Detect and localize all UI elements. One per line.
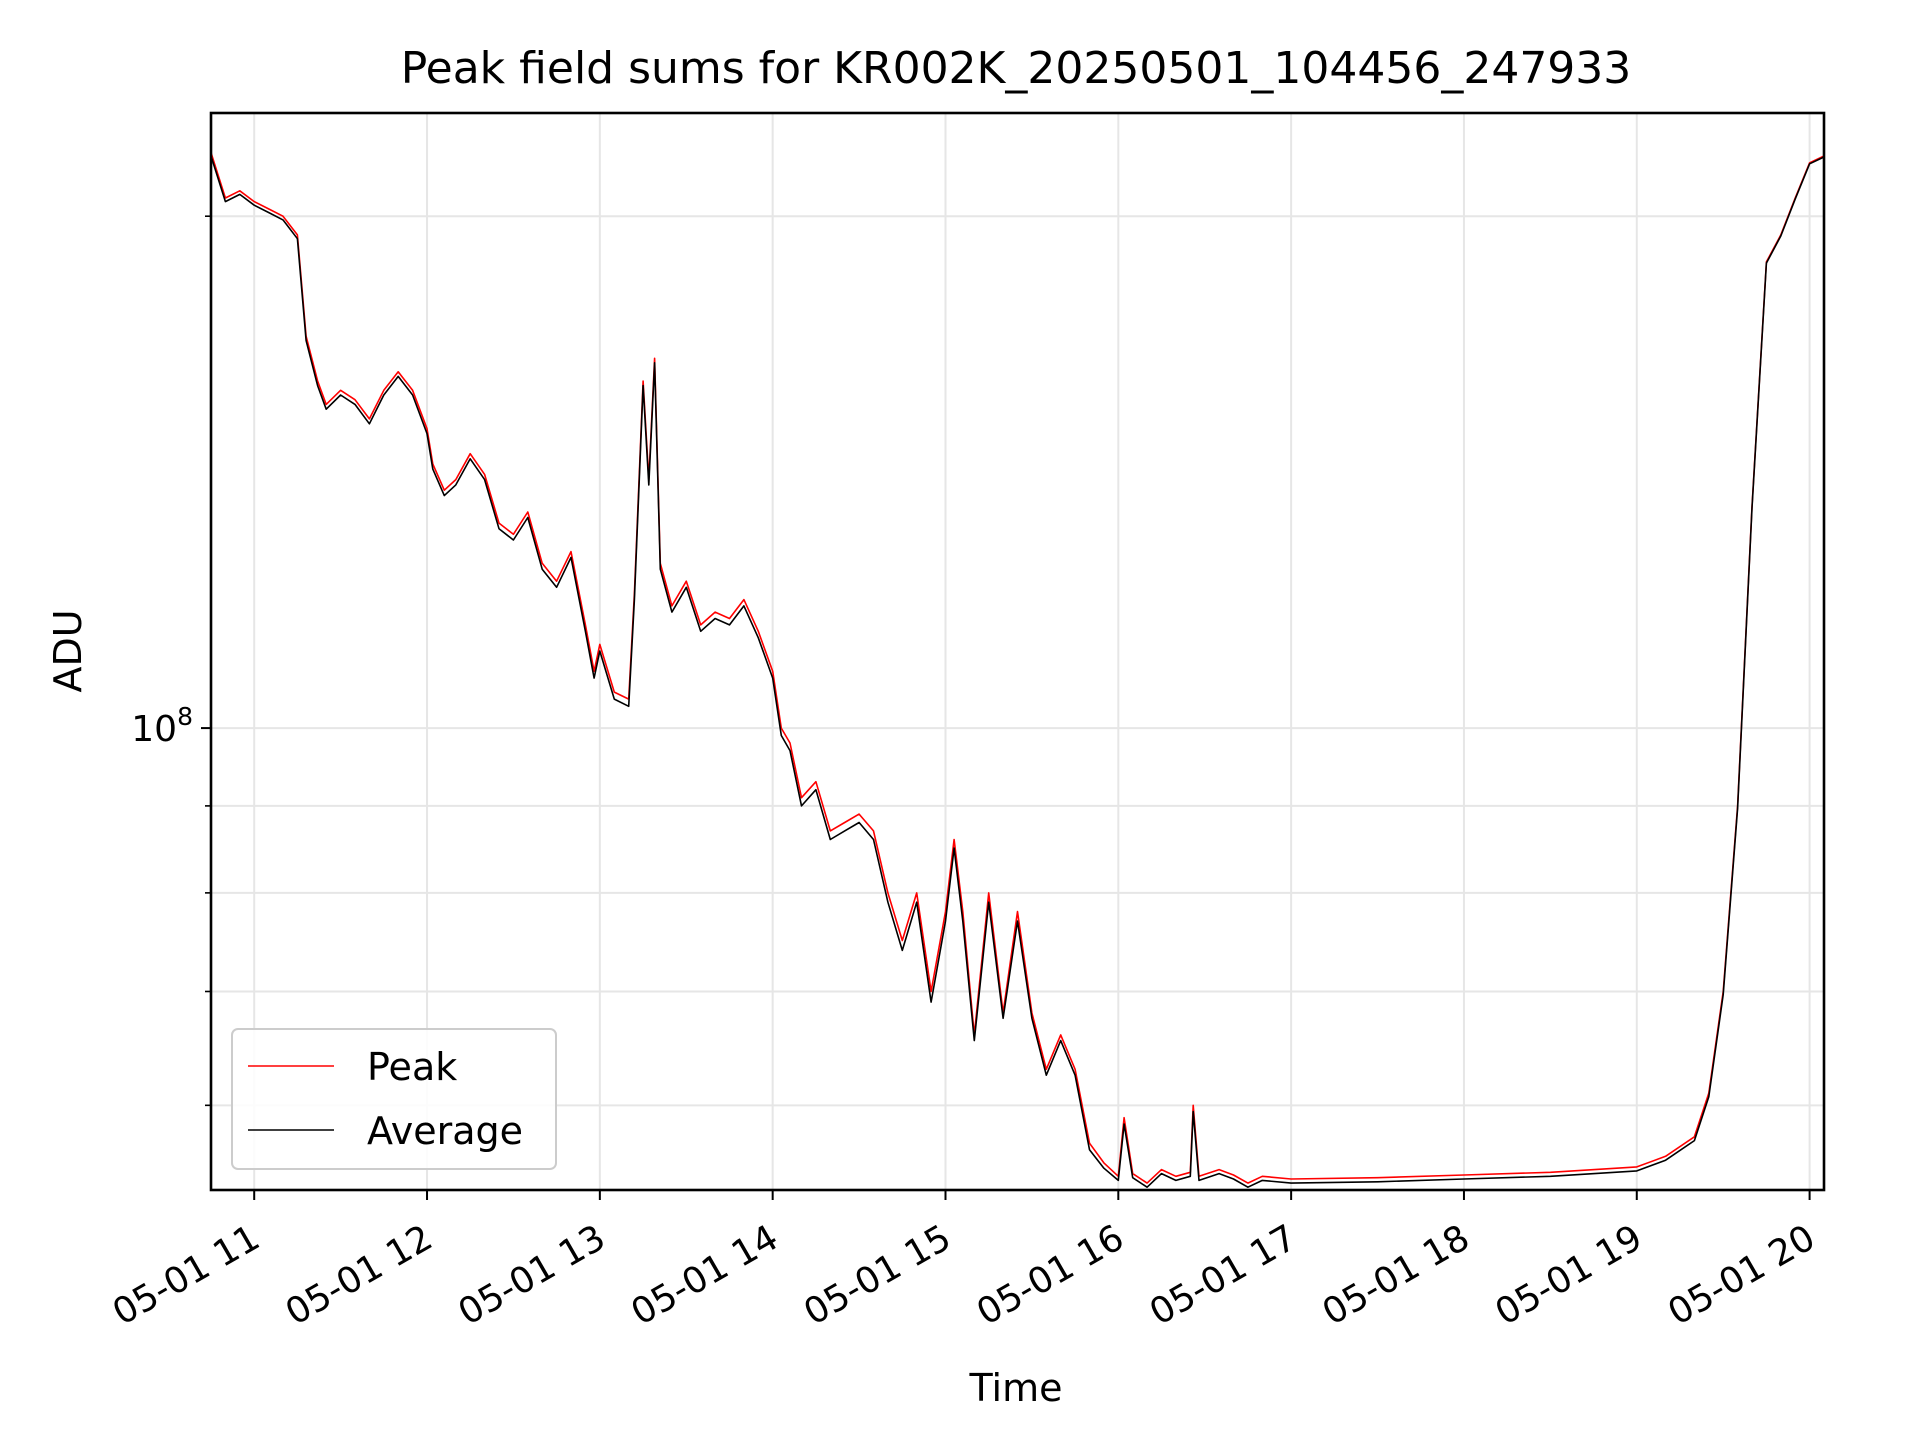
legend-peak-label: Peak bbox=[367, 1045, 457, 1089]
chart-title: Peak field sums for KR002K_20250501_1044… bbox=[401, 43, 1632, 94]
x-axis-label: Time bbox=[969, 1366, 1063, 1410]
y-axis: 108 bbox=[131, 215, 211, 1107]
y-tick-label: 108 bbox=[131, 702, 193, 750]
y-axis-label: ADU bbox=[46, 609, 90, 692]
grid-layer bbox=[211, 113, 1824, 1190]
legend-box bbox=[231, 1028, 557, 1170]
series-line-average bbox=[210, 155, 1825, 1188]
plot-area bbox=[209, 111, 1826, 1192]
legend-average-label: Average bbox=[367, 1109, 523, 1153]
series-layer bbox=[210, 152, 1825, 1188]
series-line-peak bbox=[210, 152, 1825, 1184]
legend: Peak Average bbox=[231, 1028, 557, 1170]
